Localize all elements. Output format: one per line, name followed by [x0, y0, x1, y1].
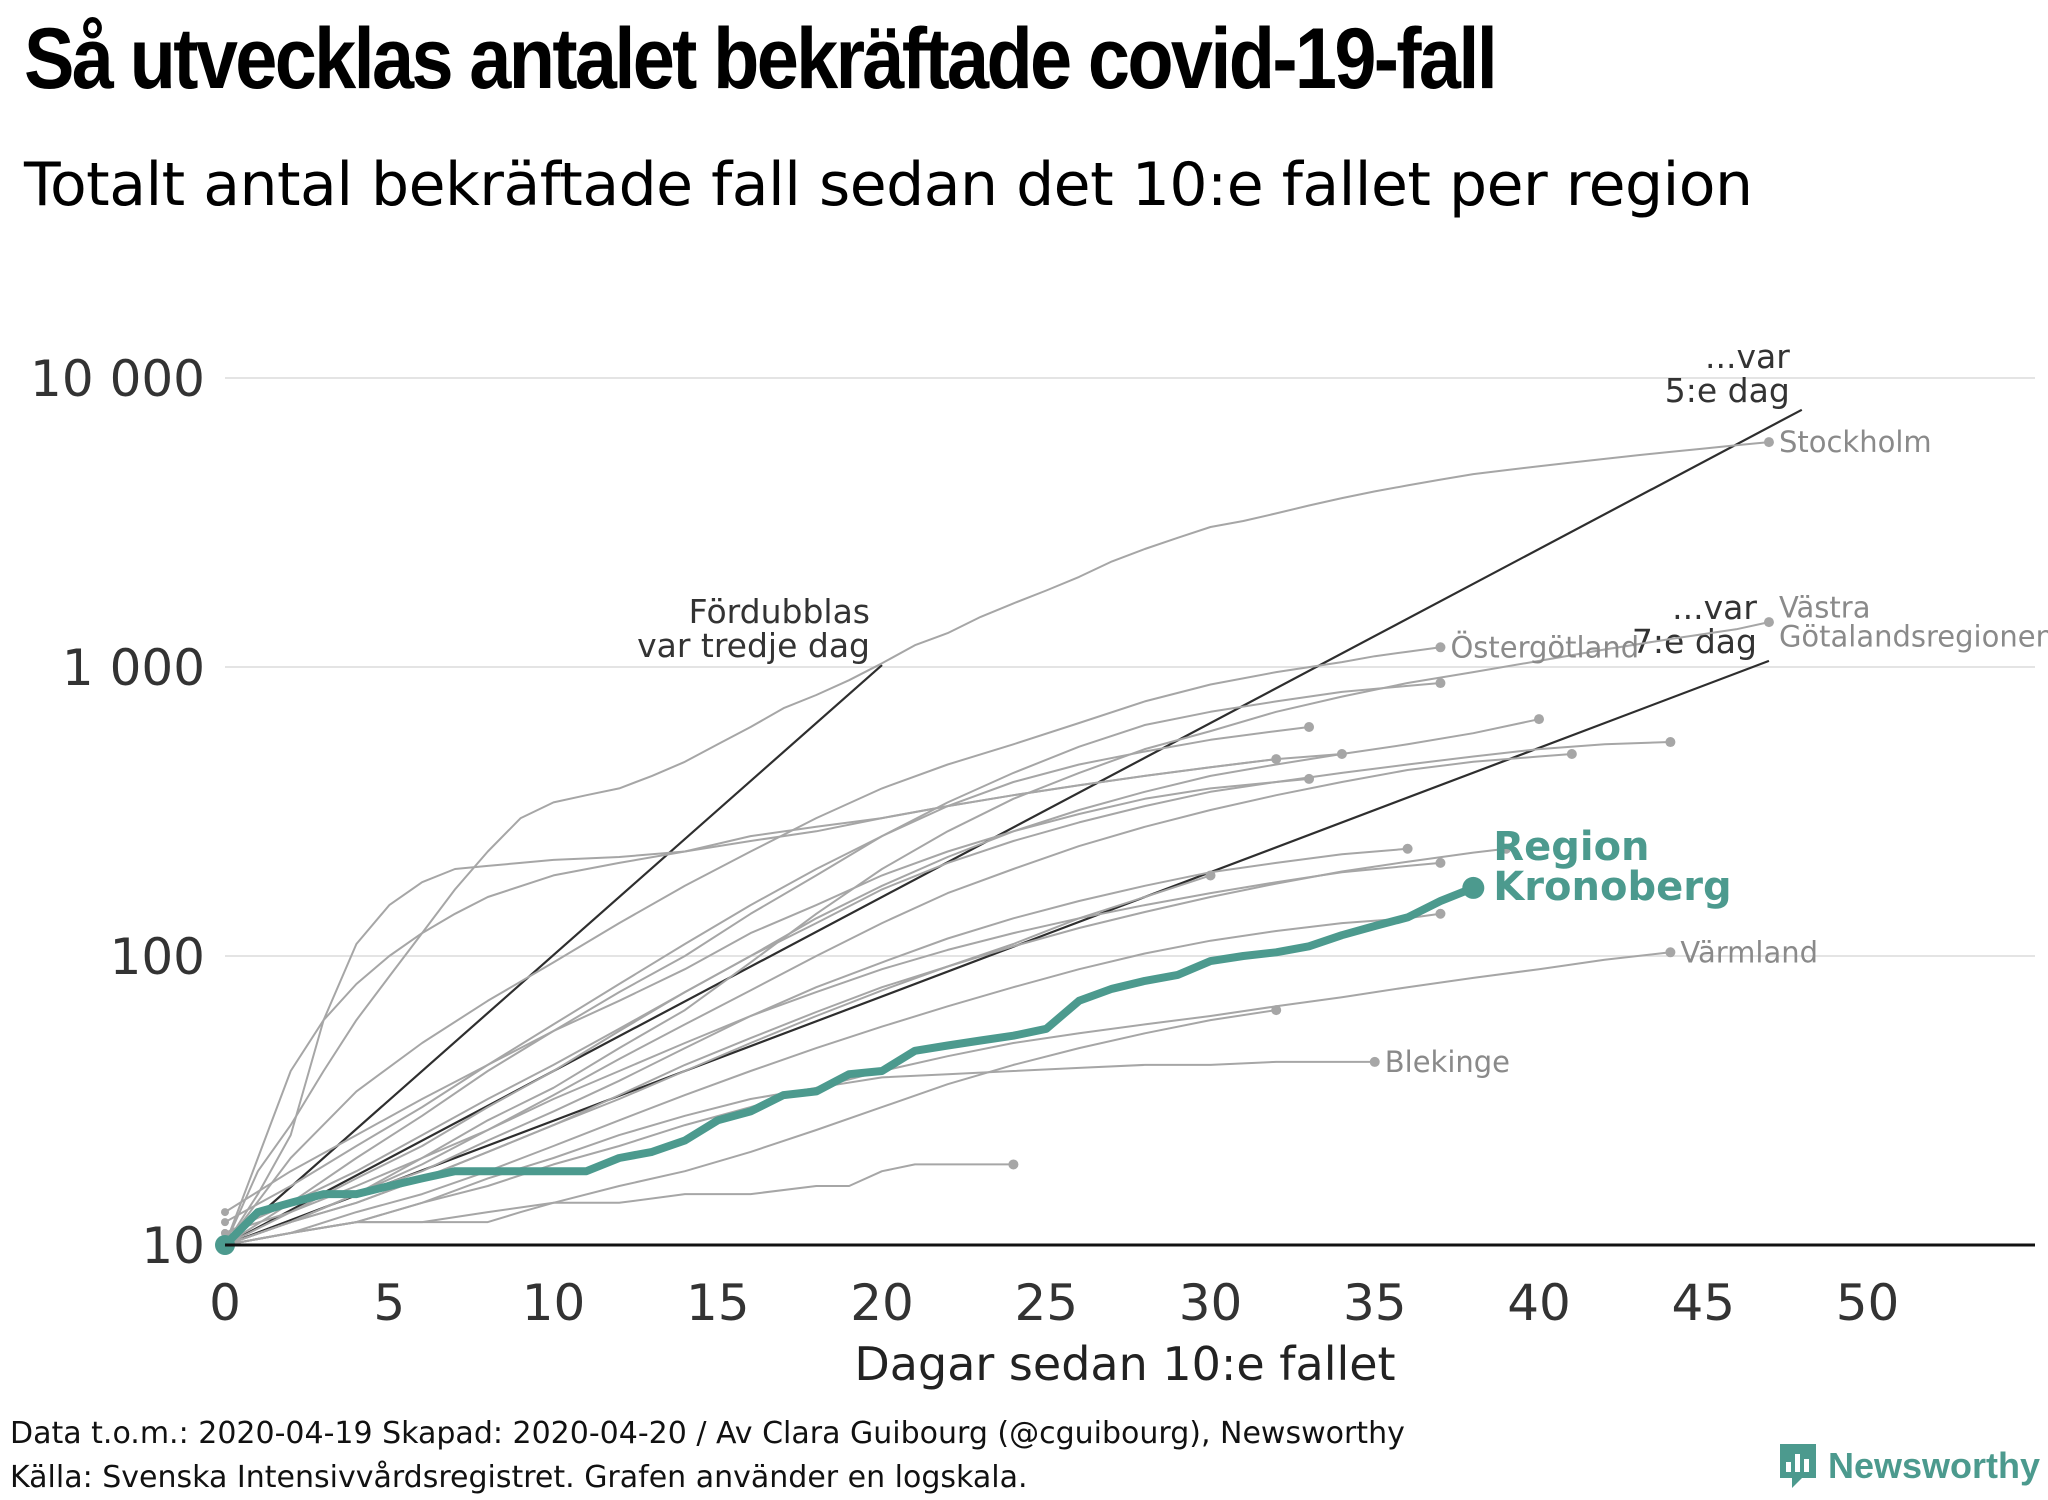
- series-end-point: [1402, 843, 1413, 854]
- y-tick-label: 10 000: [30, 350, 205, 408]
- footer-credits: Data t.o.m.: 2020-04-19 Skapad: 2020-04-…: [10, 1416, 1405, 1451]
- series-start-point: [221, 1229, 229, 1238]
- series-line-region-m: [224, 861, 1442, 1234]
- series-end-point: [1008, 1159, 1019, 1170]
- reference-lines: Fördubblas var tredje dag ...var 5:e dag...…: [224, 337, 1803, 1247]
- x-tick-label: 0: [209, 1274, 241, 1332]
- series-line-v-stra-g-talandsregionen: [224, 621, 1770, 1246]
- series-line-region-o: [224, 874, 1212, 1246]
- series-end-point: [1271, 754, 1282, 765]
- series-end-point: [1501, 843, 1512, 854]
- newsworthy-logo-text: Newsworthy: [1828, 1445, 2041, 1486]
- series-line--sterg-tland: [224, 646, 1442, 1246]
- series-end-point: [1665, 947, 1676, 958]
- footer-source: Källa: Svenska Intensivvårdsregistret. G…: [10, 1460, 1028, 1495]
- x-axis-title: Dagar sedan 10:e fallet: [854, 1337, 1395, 1391]
- series-line-region-d: [224, 682, 1442, 1246]
- series-end-point: [1534, 714, 1544, 725]
- chart-subtitle: Totalt antal bekräftade fall sedan det 1…: [24, 150, 1753, 220]
- series-line-region-kronoberg: [221, 883, 1478, 1249]
- reference-line-doubling-5-days: [224, 408, 1803, 1246]
- series-start-point: [221, 1218, 229, 1227]
- series-label-stockholm: Stockholm: [1779, 425, 1932, 459]
- series-label-v-stra-g-talandsregionen: Västra Götalandsregionen: [1779, 591, 2048, 654]
- x-tick-label: 15: [686, 1274, 750, 1332]
- series-end-point: [1763, 437, 1774, 448]
- series-lines: [215, 437, 1774, 1255]
- series-line-region-t: [224, 1009, 1278, 1246]
- series-end-point: [1665, 737, 1676, 748]
- series-end-point: [1369, 1056, 1380, 1067]
- x-tick-label: 20: [850, 1274, 914, 1332]
- y-tick-label: 10: [141, 1217, 205, 1275]
- series-end-point: [1205, 870, 1216, 881]
- series-end-point: [1336, 748, 1347, 759]
- series-line-region-g: [224, 741, 1672, 1234]
- series-end-point: [1462, 876, 1485, 899]
- x-tick-label: 35: [1343, 1274, 1407, 1332]
- series-line-region-e: [224, 726, 1310, 1224]
- x-tick-label: 10: [522, 1274, 586, 1332]
- chart-title: Så utvecklas antalet bekräftade covid-19…: [24, 11, 1498, 107]
- series-end-point: [1271, 1005, 1282, 1016]
- x-tick-label: 5: [373, 1274, 405, 1332]
- y-tick-label: 1 000: [62, 639, 205, 697]
- x-tick-label: 40: [1507, 1274, 1571, 1332]
- series-end-point: [1435, 857, 1446, 868]
- newsworthy-logo[interactable]: Newsworthy: [1778, 1442, 2040, 1490]
- series-end-point: [1566, 748, 1577, 759]
- reference-label-doubling-3-days: Fördubblas var tredje dag: [637, 592, 870, 665]
- gridlines: [225, 377, 2035, 957]
- series-label-region-kronoberg: Region Kronoberg: [1493, 824, 1731, 910]
- x-tick-label: 45: [1671, 1274, 1735, 1332]
- series-end-point: [1435, 908, 1446, 919]
- x-tick-label: 30: [1179, 1274, 1243, 1332]
- newsworthy-logo-icon: [1780, 1444, 1816, 1488]
- series-label--sterg-tland: Östergötland: [1450, 630, 1639, 664]
- series-end-point: [1304, 721, 1315, 732]
- series-label-v-rmland: Värmland: [1680, 935, 1818, 969]
- series-end-point: [1435, 642, 1446, 653]
- y-tick-label: 100: [110, 928, 205, 986]
- series-labels: Stockholm Västra Götalandsregionen Östergöt…: [1385, 425, 2048, 1079]
- reference-label-doubling-5-days: ...var 5:e dag: [1665, 337, 1790, 410]
- series-line-region-k: [224, 777, 1310, 1214]
- x-tick-label: 25: [1014, 1274, 1078, 1332]
- series-line-v-rmland: [224, 951, 1672, 1246]
- x-tick-label: 50: [1836, 1274, 1900, 1332]
- series-line-stockholm: [224, 441, 1770, 1246]
- series-end-point: [1763, 617, 1774, 628]
- series-end-point: [1435, 678, 1446, 689]
- series-line-region-h: [224, 753, 1573, 1246]
- series-end-point: [1304, 773, 1315, 784]
- reference-label-doubling-7-days: ...var 7:e dag: [1632, 588, 1757, 661]
- series-start-point: [221, 1208, 229, 1217]
- series-label-blekinge: Blekinge: [1385, 1045, 1510, 1079]
- series-line-region-f: [224, 718, 1540, 1246]
- axes: 10 100 1 000 10 000 0 5 10 15 20 25 30 35 40 45 50: [30, 350, 2035, 1332]
- series-line-region-j: [224, 758, 1278, 1246]
- reference-line-doubling-3-days: [224, 664, 883, 1246]
- series-line-region-p: [224, 912, 1442, 1246]
